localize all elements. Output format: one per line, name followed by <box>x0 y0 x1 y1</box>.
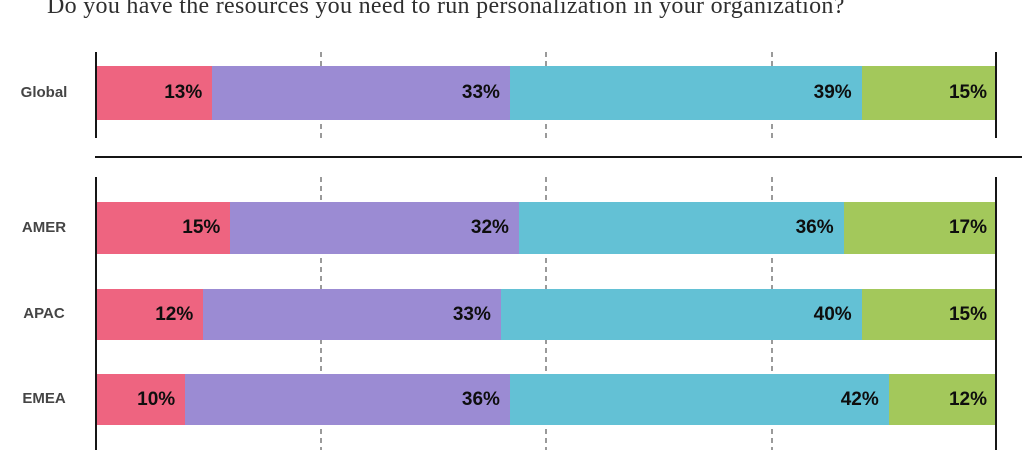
bar-segment-segment-2-purple: 36% <box>185 374 510 425</box>
bar-segment-segment-3-teal: 40% <box>500 289 862 340</box>
bar-segment-segment-3-teal: 36% <box>518 202 844 254</box>
bar-segment-segment-4-green: 17% <box>843 202 997 254</box>
segment-value-label: 12% <box>155 303 194 325</box>
bar-segment-segment-1-pink: 10% <box>95 374 186 425</box>
segment-value-label: 33% <box>452 303 491 325</box>
category-label-emea: EMEA <box>22 390 66 407</box>
segment-value-label: 40% <box>813 303 852 325</box>
bar-segment-segment-3-teal: 42% <box>509 374 889 425</box>
segment-value-label: 15% <box>182 217 221 238</box>
category-label-amer: AMER <box>21 219 67 236</box>
segment-value-label: 33% <box>461 82 500 103</box>
bar-segment-segment-1-pink: 13% <box>95 66 213 120</box>
segment-value-label: 36% <box>461 388 500 410</box>
bar-segment-segment-2-purple: 33% <box>203 289 501 340</box>
axis-line-0pct <box>95 177 97 450</box>
segment-value-label: 32% <box>470 217 509 238</box>
stacked-bar-apac: 12% 33% 40% 15% <box>95 289 997 340</box>
axis-line-100pct <box>995 52 997 138</box>
segment-value-label: 15% <box>948 82 987 103</box>
segment-value-label: 39% <box>813 82 852 103</box>
segment-value-label: 10% <box>137 388 176 410</box>
bar-segment-segment-4-green: 15% <box>861 66 997 120</box>
bar-segment-segment-1-pink: 12% <box>95 289 204 340</box>
bar-segment-segment-2-purple: 32% <box>230 202 519 254</box>
segment-value-label: 13% <box>164 82 203 103</box>
bar-segment-segment-4-green: 12% <box>888 374 997 425</box>
bar-segment-segment-1-pink: 15% <box>95 202 231 254</box>
segment-value-label: 17% <box>948 217 987 238</box>
segment-value-label: 12% <box>948 388 987 410</box>
bar-segment-segment-4-green: 15% <box>861 289 997 340</box>
axis-line-100pct <box>995 177 997 450</box>
category-label-global: Global <box>20 84 68 101</box>
segment-value-label: 15% <box>948 303 987 325</box>
stacked-bar-global: 13% 33% 39% 15% <box>95 66 997 120</box>
stacked-bar-emea: 10% 36% 42% 12% <box>95 374 997 425</box>
axis-line-0pct <box>95 52 97 138</box>
stacked-bar-amer: 15% 32% 36% 17% <box>95 202 997 254</box>
category-label-apac: APAC <box>23 305 65 322</box>
bar-segment-segment-3-teal: 39% <box>509 66 862 120</box>
chart-title: Do you have the resources you need to ru… <box>47 0 845 19</box>
bar-segment-segment-2-purple: 33% <box>212 66 510 120</box>
group-divider-line <box>95 156 1022 158</box>
segment-value-label: 42% <box>840 388 879 410</box>
segment-value-label: 36% <box>795 217 834 238</box>
